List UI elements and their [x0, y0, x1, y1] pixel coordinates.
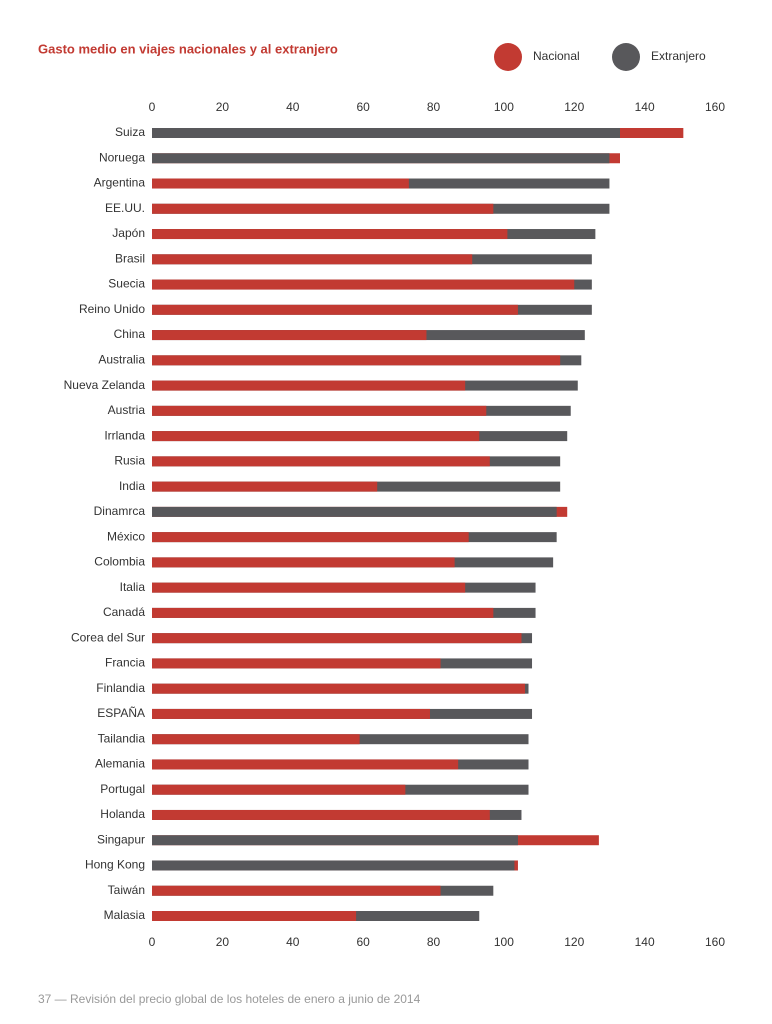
bar [152, 784, 406, 795]
y-tick-label: Holanda [100, 807, 145, 821]
x-tick-label: 0 [149, 100, 156, 114]
x-tick-label: 60 [356, 935, 370, 949]
y-tick-label: Portugal [100, 782, 145, 796]
legend-swatch [612, 43, 640, 71]
bar [152, 633, 522, 644]
y-tick-label: Canadá [103, 605, 145, 619]
x-tick-label: 120 [564, 935, 584, 949]
bar [152, 607, 494, 618]
y-tick-label: México [107, 529, 145, 543]
bar [152, 279, 575, 290]
x-tick-label: 160 [705, 100, 725, 114]
y-tick-label: Argentina [94, 176, 146, 190]
bar [152, 582, 466, 593]
y-tick-label: Francia [105, 656, 145, 670]
y-tick-label: Austria [108, 403, 146, 417]
y-tick-label: Malasia [104, 908, 146, 922]
bar [152, 203, 494, 214]
y-tick-label: Brasil [115, 251, 145, 265]
bar [152, 254, 473, 265]
y-tick-label: Hong Kong [85, 858, 145, 872]
x-tick-label: 0 [149, 935, 156, 949]
legend-swatch [494, 43, 522, 71]
bar [152, 431, 480, 442]
bar [152, 355, 561, 366]
bar [152, 481, 378, 492]
y-tick-label: Suecia [108, 277, 145, 291]
legend-label: Nacional [533, 49, 580, 63]
y-tick-label: Nueva Zelanda [64, 378, 146, 392]
y-tick-label: Tailandia [98, 731, 146, 745]
y-tick-label: Japón [112, 226, 145, 240]
y-tick-label: Irrlanda [104, 428, 145, 442]
bar [152, 734, 360, 745]
y-tick-label: Rusia [114, 454, 145, 468]
y-tick-label: Dinamrca [94, 504, 146, 518]
bar [152, 885, 441, 896]
x-tick-label: 140 [635, 935, 655, 949]
x-tick-label: 160 [705, 935, 725, 949]
bar [152, 153, 610, 164]
bar [152, 911, 357, 921]
bar [152, 683, 525, 694]
x-tick-label: 140 [635, 100, 655, 114]
y-tick-label: Alemania [95, 757, 145, 771]
bar [152, 229, 508, 240]
y-tick-label: Noruega [99, 150, 145, 164]
y-tick-label: Reino Unido [79, 302, 145, 316]
footer: 37 — Revisión del precio global de los h… [38, 992, 421, 1006]
y-tick-label: Singapur [97, 832, 145, 846]
x-tick-label: 100 [494, 935, 514, 949]
bar [152, 557, 455, 568]
chart-title: Gasto medio en viajes nacionales y al ex… [38, 41, 338, 56]
bar [152, 809, 490, 820]
bar [152, 708, 430, 719]
bar [152, 860, 515, 871]
bar [152, 330, 427, 341]
x-tick-label: 80 [427, 100, 441, 114]
x-tick-label: 80 [427, 935, 441, 949]
bar [152, 178, 409, 189]
y-tick-label: Italia [120, 580, 146, 594]
y-tick-label: Corea del Sur [71, 630, 145, 644]
bar [152, 835, 518, 846]
x-tick-label: 100 [494, 100, 514, 114]
x-tick-label: 40 [286, 935, 300, 949]
bar [152, 304, 518, 315]
bar [152, 380, 466, 391]
bar [152, 658, 441, 669]
bar [152, 128, 620, 138]
x-tick-label: 60 [356, 100, 370, 114]
x-tick-label: 40 [286, 100, 300, 114]
y-tick-label: Finlandia [96, 681, 145, 695]
y-tick-label: EE.UU. [105, 201, 145, 215]
x-tick-label: 120 [564, 100, 584, 114]
x-tick-label: 20 [216, 100, 230, 114]
bar [152, 456, 490, 467]
x-tick-label: 20 [216, 935, 230, 949]
bar [152, 532, 469, 543]
y-tick-label: Suiza [115, 125, 145, 139]
bar [152, 506, 557, 517]
bar [152, 759, 459, 770]
y-tick-label: India [119, 479, 145, 493]
y-tick-label: Taiwán [108, 883, 145, 897]
y-tick-label: ESPAÑA [97, 706, 145, 720]
legend-label: Extranjero [651, 49, 706, 63]
y-tick-label: Australia [98, 352, 145, 366]
bar [152, 405, 487, 416]
y-tick-label: China [114, 327, 146, 341]
y-tick-label: Colombia [94, 555, 145, 569]
